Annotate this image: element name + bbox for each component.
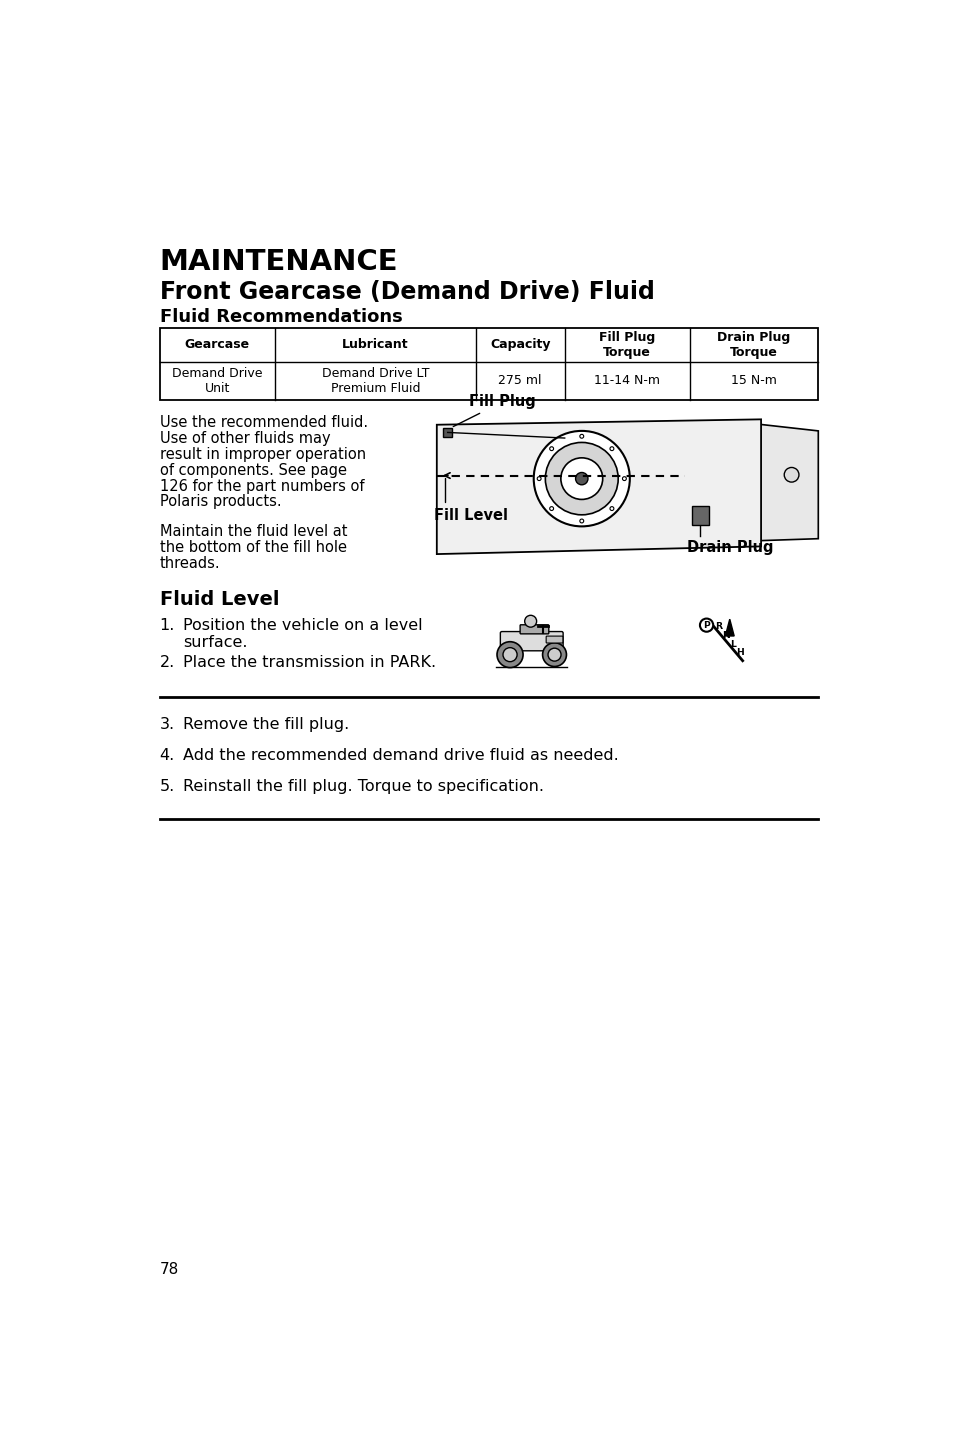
Text: Reinstall the fill plug. Torque to specification.: Reinstall the fill plug. Torque to speci… <box>183 779 543 794</box>
Text: Place the transmission in PARK.: Place the transmission in PARK. <box>183 654 436 670</box>
Text: Fluid Recommendations: Fluid Recommendations <box>159 308 402 326</box>
Text: 2.: 2. <box>159 654 174 670</box>
Text: Fill Plug: Fill Plug <box>453 394 536 426</box>
Text: Fill Plug
Torque: Fill Plug Torque <box>598 330 655 359</box>
Circle shape <box>537 477 540 481</box>
Text: surface.: surface. <box>183 634 247 650</box>
Text: H: H <box>736 648 743 657</box>
Bar <box>443 427 452 436</box>
Circle shape <box>549 506 553 510</box>
Circle shape <box>560 458 602 499</box>
Text: Add the recommended demand drive fluid as needed.: Add the recommended demand drive fluid a… <box>183 749 618 763</box>
Text: the bottom of the fill hole: the bottom of the fill hole <box>159 539 346 555</box>
Circle shape <box>524 615 537 627</box>
Text: Gearcase: Gearcase <box>185 339 250 352</box>
Circle shape <box>609 446 613 451</box>
Polygon shape <box>749 423 818 541</box>
FancyBboxPatch shape <box>545 635 562 643</box>
Text: 5.: 5. <box>159 779 174 794</box>
Text: Use the recommended fluid.: Use the recommended fluid. <box>159 416 367 430</box>
Text: 4.: 4. <box>159 749 174 763</box>
Circle shape <box>502 647 517 662</box>
Text: Drain Plug: Drain Plug <box>686 541 773 555</box>
Circle shape <box>579 435 583 438</box>
Circle shape <box>783 468 798 483</box>
Circle shape <box>549 446 553 451</box>
Text: R: R <box>714 622 721 631</box>
Circle shape <box>609 506 613 510</box>
Text: Demand Drive
Unit: Demand Drive Unit <box>172 366 262 395</box>
Text: Polaris products.: Polaris products. <box>159 494 281 509</box>
Text: threads.: threads. <box>159 555 220 570</box>
Polygon shape <box>436 419 760 554</box>
Text: Use of other fluids may: Use of other fluids may <box>159 432 330 446</box>
Circle shape <box>533 430 629 526</box>
Bar <box>691 506 708 525</box>
Text: L: L <box>729 640 735 648</box>
Text: Fill Level: Fill Level <box>434 478 507 523</box>
Circle shape <box>542 643 566 666</box>
Text: Front Gearcase (Demand Drive) Fluid: Front Gearcase (Demand Drive) Fluid <box>159 281 654 304</box>
Text: N: N <box>721 631 729 640</box>
Text: Demand Drive LT
Premium Fluid: Demand Drive LT Premium Fluid <box>321 366 429 395</box>
Text: result in improper operation: result in improper operation <box>159 446 365 462</box>
FancyBboxPatch shape <box>519 625 548 634</box>
Text: 11-14 N-m: 11-14 N-m <box>594 374 659 387</box>
Polygon shape <box>724 619 734 635</box>
Text: 1.: 1. <box>159 618 174 632</box>
Circle shape <box>575 473 587 484</box>
Text: Maintain the fluid level at: Maintain the fluid level at <box>159 523 347 539</box>
Circle shape <box>579 519 583 523</box>
Text: Capacity: Capacity <box>490 339 550 352</box>
Circle shape <box>497 641 522 667</box>
Text: 78: 78 <box>159 1262 178 1277</box>
Circle shape <box>621 477 626 481</box>
Text: 275 ml: 275 ml <box>498 374 541 387</box>
Text: 126 for the part numbers of: 126 for the part numbers of <box>159 478 364 493</box>
Text: 15 N-m: 15 N-m <box>730 374 776 387</box>
Text: Position the vehicle on a level: Position the vehicle on a level <box>183 618 422 632</box>
Text: 3.: 3. <box>159 717 174 733</box>
Circle shape <box>545 442 618 515</box>
Text: P: P <box>702 621 709 630</box>
FancyBboxPatch shape <box>499 631 562 651</box>
Circle shape <box>547 648 560 662</box>
Bar <box>159 327 818 400</box>
Text: of components. See page: of components. See page <box>159 462 346 478</box>
Text: Lubricant: Lubricant <box>341 339 408 352</box>
Text: Drain Plug
Torque: Drain Plug Torque <box>717 330 790 359</box>
Text: Remove the fill plug.: Remove the fill plug. <box>183 717 349 733</box>
Text: MAINTENANCE: MAINTENANCE <box>159 247 397 276</box>
Circle shape <box>700 618 713 631</box>
Text: Fluid Level: Fluid Level <box>159 590 279 609</box>
